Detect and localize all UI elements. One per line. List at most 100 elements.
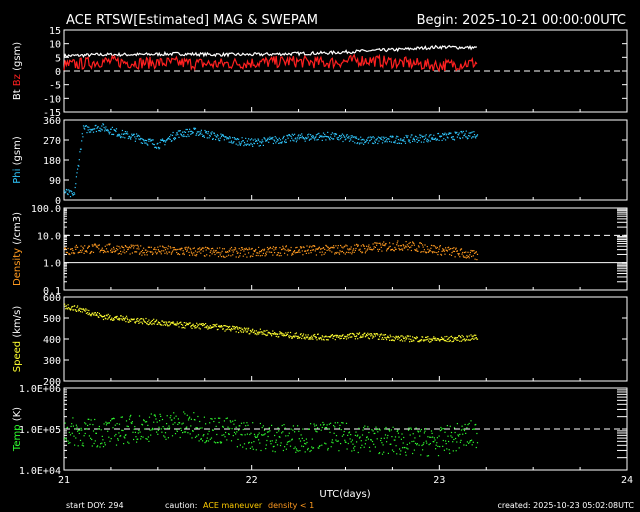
speed-point [307,336,309,338]
phi-point [249,139,251,141]
phi-point [271,138,273,140]
density-point [291,252,293,255]
temp-point [468,422,470,425]
speed-point [392,336,394,338]
speed-point [384,336,386,339]
speed-point [109,315,111,317]
density-point [109,243,111,245]
density-point [75,248,77,250]
speed-point [170,322,172,324]
density-point [82,246,84,248]
phi-point [333,138,335,140]
temp-point [145,438,147,440]
temp-point [143,419,145,421]
temp-point [356,441,358,443]
phi-point [189,128,191,130]
temp-point [105,424,108,426]
phi-point [226,138,228,140]
temp-point [81,429,83,431]
density-point [366,249,368,251]
temp-point [72,417,74,419]
phi-point [412,140,414,142]
speed-point [466,336,468,338]
speed-point [285,334,287,336]
speed-point [465,338,467,340]
density-point [193,247,195,249]
temp-point [310,449,312,452]
density-point [380,246,382,248]
speed-point [275,333,277,335]
temp-point [440,429,443,431]
temp-point [275,439,277,441]
phi-point [302,137,305,139]
temp-point [117,438,119,440]
speed-point [335,334,337,336]
temp-point [394,439,396,441]
speed-point [472,337,474,339]
phi-point [390,135,392,137]
phi-point [111,126,113,128]
speed-point [112,319,114,321]
density-point [288,250,290,252]
density-point [379,242,381,244]
density-point [210,250,212,252]
temp-point [132,431,134,433]
phi-point [217,138,220,140]
phi-point [297,137,299,139]
phi-series-phi [64,123,479,198]
speed-point [123,317,125,320]
speed-point [226,328,228,330]
phi-point [403,139,405,141]
temp-point [397,429,399,431]
density-point [248,247,250,249]
speed-point [404,340,406,342]
speed-point [148,319,150,321]
speed-point [171,322,174,324]
temp-point [348,431,351,433]
temp-point [437,455,440,457]
density-point [292,253,294,255]
phi-point [66,189,68,191]
phi-point [262,144,264,146]
density-point [118,245,120,248]
density-point [95,244,97,246]
density-point [465,251,467,253]
phi-point [356,142,358,145]
phi-point [417,137,419,139]
density-point [110,249,112,251]
temp-point [333,432,335,434]
temp-point [408,427,410,429]
density-point [473,252,476,254]
density-point [452,247,454,250]
density-point [202,247,204,249]
speed-point [183,326,185,329]
temp-point [299,450,301,452]
phi-point [192,131,194,133]
density-point [455,247,457,249]
temp-point [221,434,223,436]
phi-point [269,136,271,138]
density-point [104,245,106,247]
speed-point [345,336,347,338]
phi-point [458,132,460,134]
density-point [397,240,399,242]
phi-point [252,139,254,141]
speed-point [81,308,83,310]
speed-point [204,326,206,329]
density-point [435,247,437,249]
density-point [280,255,282,257]
density-point [322,247,325,249]
phi-point [261,142,263,144]
temp-point [459,441,461,443]
temp-point [310,423,312,425]
speed-point [291,337,293,339]
speed-point [427,336,429,338]
speed-point [77,305,79,307]
speed-point [207,328,209,330]
speed-point [339,338,341,340]
speed-point [311,335,313,337]
density-point [399,249,401,251]
temp-point [364,425,366,427]
density-point [163,250,165,252]
phi-point [402,140,404,142]
